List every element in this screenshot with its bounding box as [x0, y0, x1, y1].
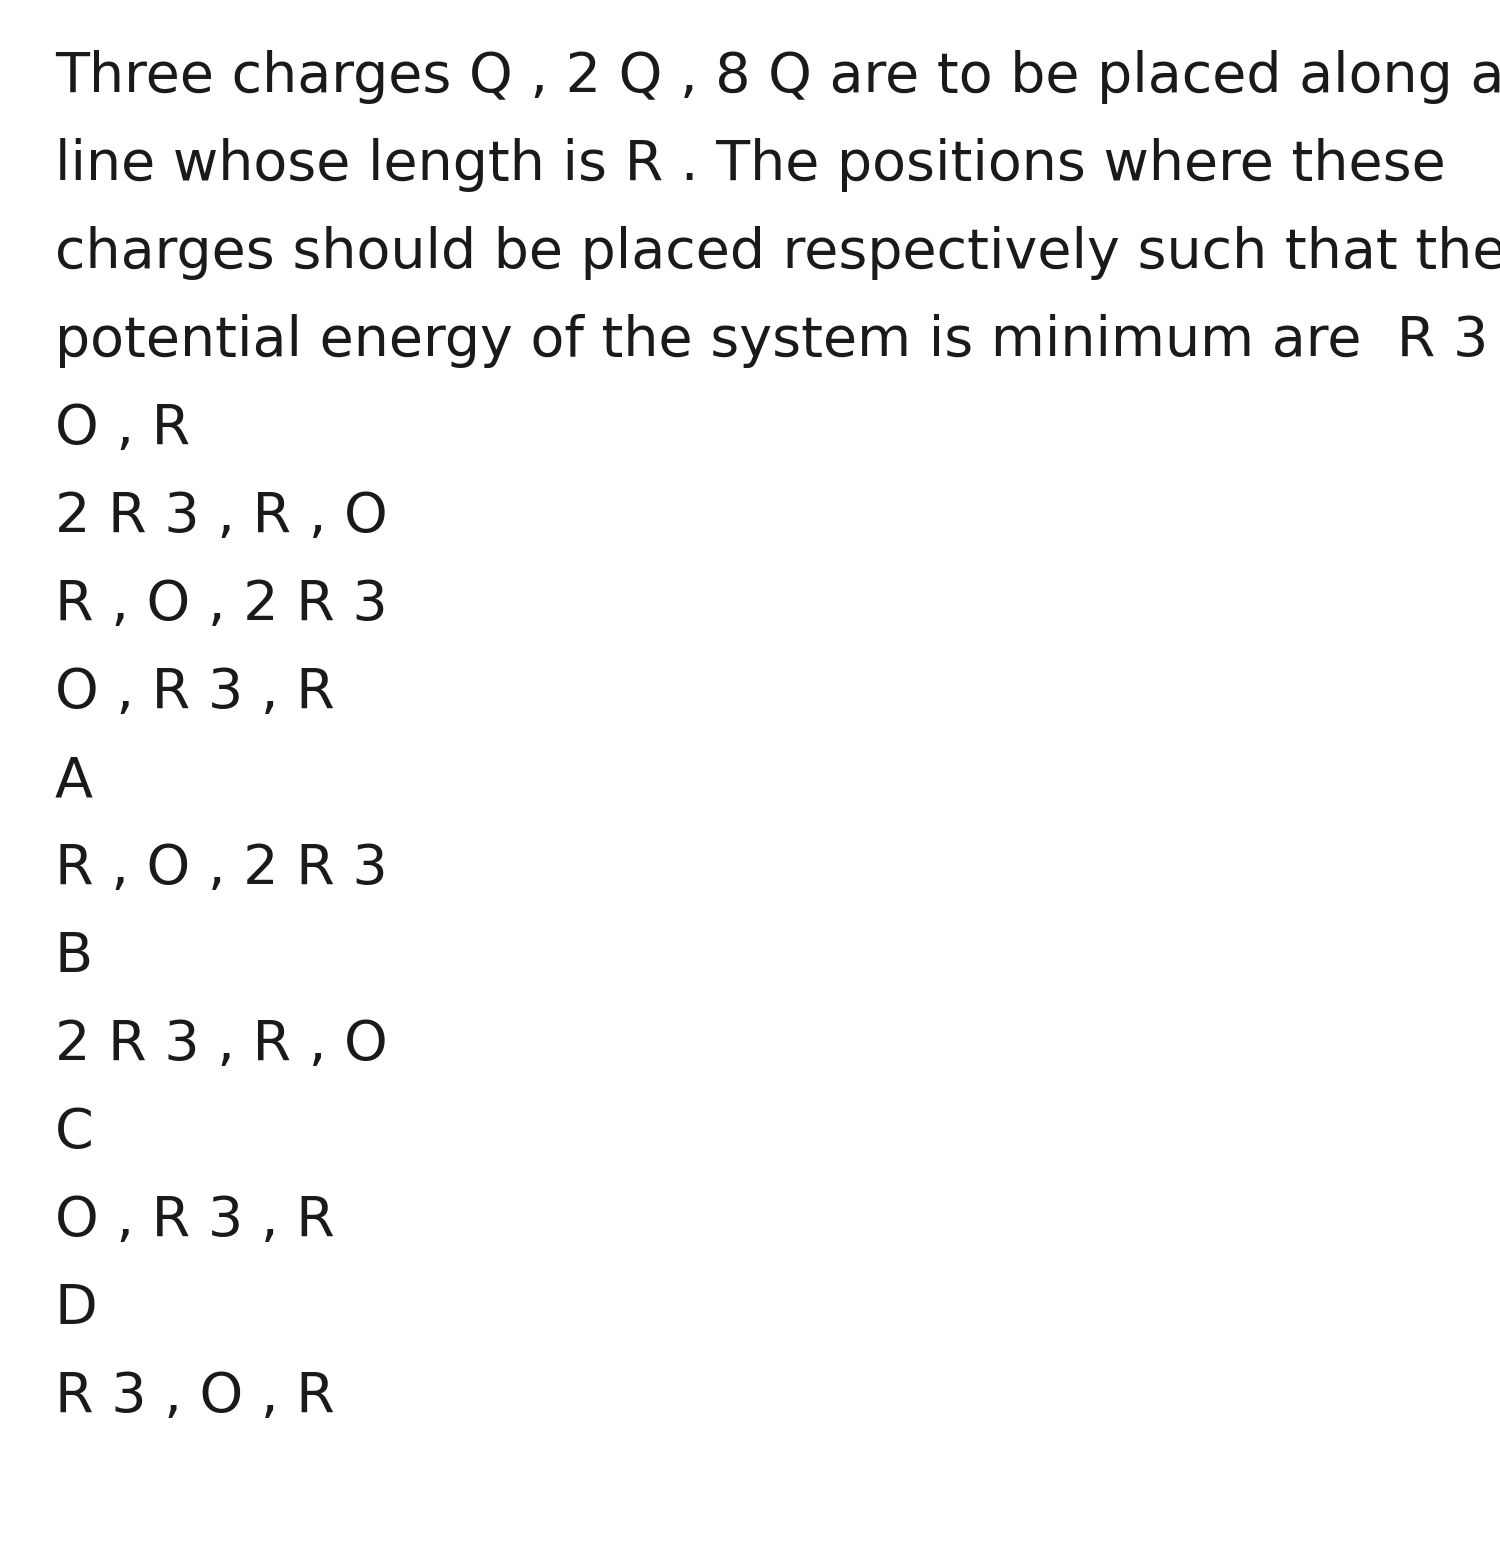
Text: Three charges Q , 2 Q , 8 Q are to be placed along a: Three charges Q , 2 Q , 8 Q are to be pl… — [56, 50, 1500, 103]
Text: A: A — [56, 754, 93, 808]
Text: D: D — [56, 1283, 98, 1336]
Text: R , O , 2 R 3: R , O , 2 R 3 — [56, 842, 387, 895]
Text: line whose length is R . The positions where these: line whose length is R . The positions w… — [56, 138, 1446, 191]
Text: O , R 3 , R: O , R 3 , R — [56, 666, 334, 720]
Text: C: C — [56, 1105, 93, 1160]
Text: B: B — [56, 930, 93, 985]
Text: O , R 3 , R: O , R 3 , R — [56, 1193, 334, 1248]
Text: 2 R 3 , R , O: 2 R 3 , R , O — [56, 491, 387, 544]
Text: charges should be placed respectively such that the: charges should be placed respectively su… — [56, 226, 1500, 281]
Text: R , O , 2 R 3: R , O , 2 R 3 — [56, 579, 387, 632]
Text: potential energy of the system is minimum are  R 3 ,: potential energy of the system is minimu… — [56, 314, 1500, 368]
Text: 2 R 3 , R , O: 2 R 3 , R , O — [56, 1018, 387, 1073]
Text: O , R: O , R — [56, 401, 190, 456]
Text: R 3 , O , R: R 3 , O , R — [56, 1370, 334, 1424]
